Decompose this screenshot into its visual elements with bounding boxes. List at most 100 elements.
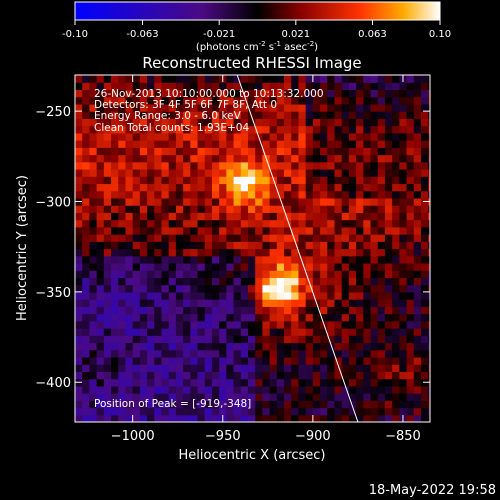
colorbar-ticks: -0.10 -0.063 -0.021 0.021 0.063 0.10	[62, 20, 451, 40]
heatmap-cell	[125, 147, 134, 156]
heatmap-cell	[125, 82, 134, 91]
heatmap-cell	[204, 212, 213, 221]
heatmap-cell	[147, 89, 155, 98]
heatmap-cell	[420, 205, 429, 213]
heatmap-cell	[262, 125, 271, 134]
heatmap-cell	[348, 89, 357, 98]
annotation-energy-range: Energy Range: 3.0 - 6.0 keV	[94, 110, 242, 122]
heatmap-cell	[406, 219, 415, 228]
heatmap-cell	[175, 234, 184, 242]
heatmap-cell	[305, 75, 314, 83]
heatmap-cell	[103, 299, 112, 307]
heatmap-cell	[82, 183, 91, 192]
heatmap-cell	[82, 328, 91, 336]
heatmap-cell	[125, 168, 134, 177]
heatmap-cell	[139, 161, 148, 170]
heatmap-cell	[269, 313, 278, 322]
heatmap-cell	[341, 118, 350, 127]
heatmap-cell	[356, 255, 364, 264]
heatmap-cell	[384, 103, 393, 112]
heatmap-cell	[96, 75, 105, 83]
heatmap-cell	[125, 371, 134, 380]
heatmap-cell	[190, 82, 199, 91]
heatmap-cell	[298, 161, 307, 170]
heatmap-cell	[312, 219, 321, 228]
heatmap-cell	[269, 342, 278, 351]
heatmap-cell	[111, 371, 119, 380]
heatmap-cell	[363, 277, 372, 286]
heatmap-cell	[233, 284, 242, 293]
heatmap-cell	[211, 234, 220, 242]
heatmap-cell	[348, 183, 357, 192]
heatmap-cell	[168, 89, 177, 98]
heatmap-cell	[305, 212, 314, 221]
heatmap-cell	[125, 284, 134, 293]
heatmap-cell	[327, 371, 336, 380]
heatmap-cell	[240, 176, 249, 185]
heatmap-cell	[125, 234, 134, 242]
heatmap-cell	[183, 147, 191, 156]
heatmap-cell	[305, 226, 314, 235]
heatmap-cell	[183, 241, 191, 250]
heatmap-cell	[247, 371, 256, 380]
heatmap-cell	[327, 248, 336, 257]
heatmap-cell	[262, 342, 271, 351]
heatmap-cell	[82, 176, 91, 185]
heatmap-cell	[428, 414, 430, 422]
heatmap-cell	[370, 111, 379, 119]
heatmap-cell	[75, 118, 83, 127]
heatmap-cell	[384, 205, 393, 213]
heatmap-cell	[399, 255, 408, 264]
heatmap-cell	[320, 183, 328, 192]
heatmap-cell	[348, 103, 357, 112]
heatmap-cell	[111, 299, 119, 307]
heatmap-cell	[168, 103, 177, 112]
heatmap-cell	[392, 183, 400, 192]
heatmap-cell	[392, 356, 400, 365]
heatmap-cell	[413, 313, 422, 322]
heatmap-cell	[320, 262, 328, 271]
heatmap-cell	[262, 168, 271, 177]
heatmap-cell	[356, 400, 364, 409]
heatmap-cell	[269, 212, 278, 221]
heatmap-cell	[348, 349, 357, 358]
heatmap-cell	[161, 132, 170, 141]
heatmap-cell	[96, 190, 105, 199]
heatmap-cell	[132, 291, 141, 300]
heatmap-cell	[284, 212, 292, 221]
heatmap-cell	[226, 342, 235, 351]
heatmap-cell	[305, 407, 314, 416]
heatmap-cell	[428, 219, 430, 228]
heatmap-cell	[139, 270, 148, 279]
heatmap-cell	[75, 147, 83, 156]
heatmap-cell	[428, 328, 430, 336]
heatmap-cell	[219, 82, 227, 91]
heatmap-cell	[161, 212, 170, 221]
heatmap-cell	[312, 132, 321, 141]
heatmap-cell	[147, 161, 155, 170]
heatmap-cell	[320, 299, 328, 307]
heatmap-cell	[247, 342, 256, 351]
heatmap-cell	[356, 364, 364, 372]
heatmap-cell	[147, 147, 155, 156]
heatmap-cell	[305, 89, 314, 98]
heatmap-cell	[363, 168, 372, 177]
heatmap-cell	[327, 226, 336, 235]
heatmap-cell	[219, 103, 227, 112]
heatmap-cell	[312, 400, 321, 409]
heatmap-cell	[183, 176, 191, 185]
heatmap-cell	[276, 205, 285, 213]
heatmap-cell	[132, 140, 141, 148]
heatmap-cell	[118, 335, 127, 344]
heatmap-cell	[262, 147, 271, 156]
heatmap-cell	[255, 270, 264, 279]
heatmap-cell	[284, 262, 292, 271]
heatmap-cell	[132, 190, 141, 199]
heatmap-cell	[233, 82, 242, 91]
heatmap-cell	[190, 190, 199, 199]
heatmap-cell	[89, 356, 98, 365]
heatmap-cell	[320, 248, 328, 257]
heatmap-cell	[161, 349, 170, 358]
heatmap-cell	[219, 400, 227, 409]
heatmap-cell	[75, 103, 83, 112]
